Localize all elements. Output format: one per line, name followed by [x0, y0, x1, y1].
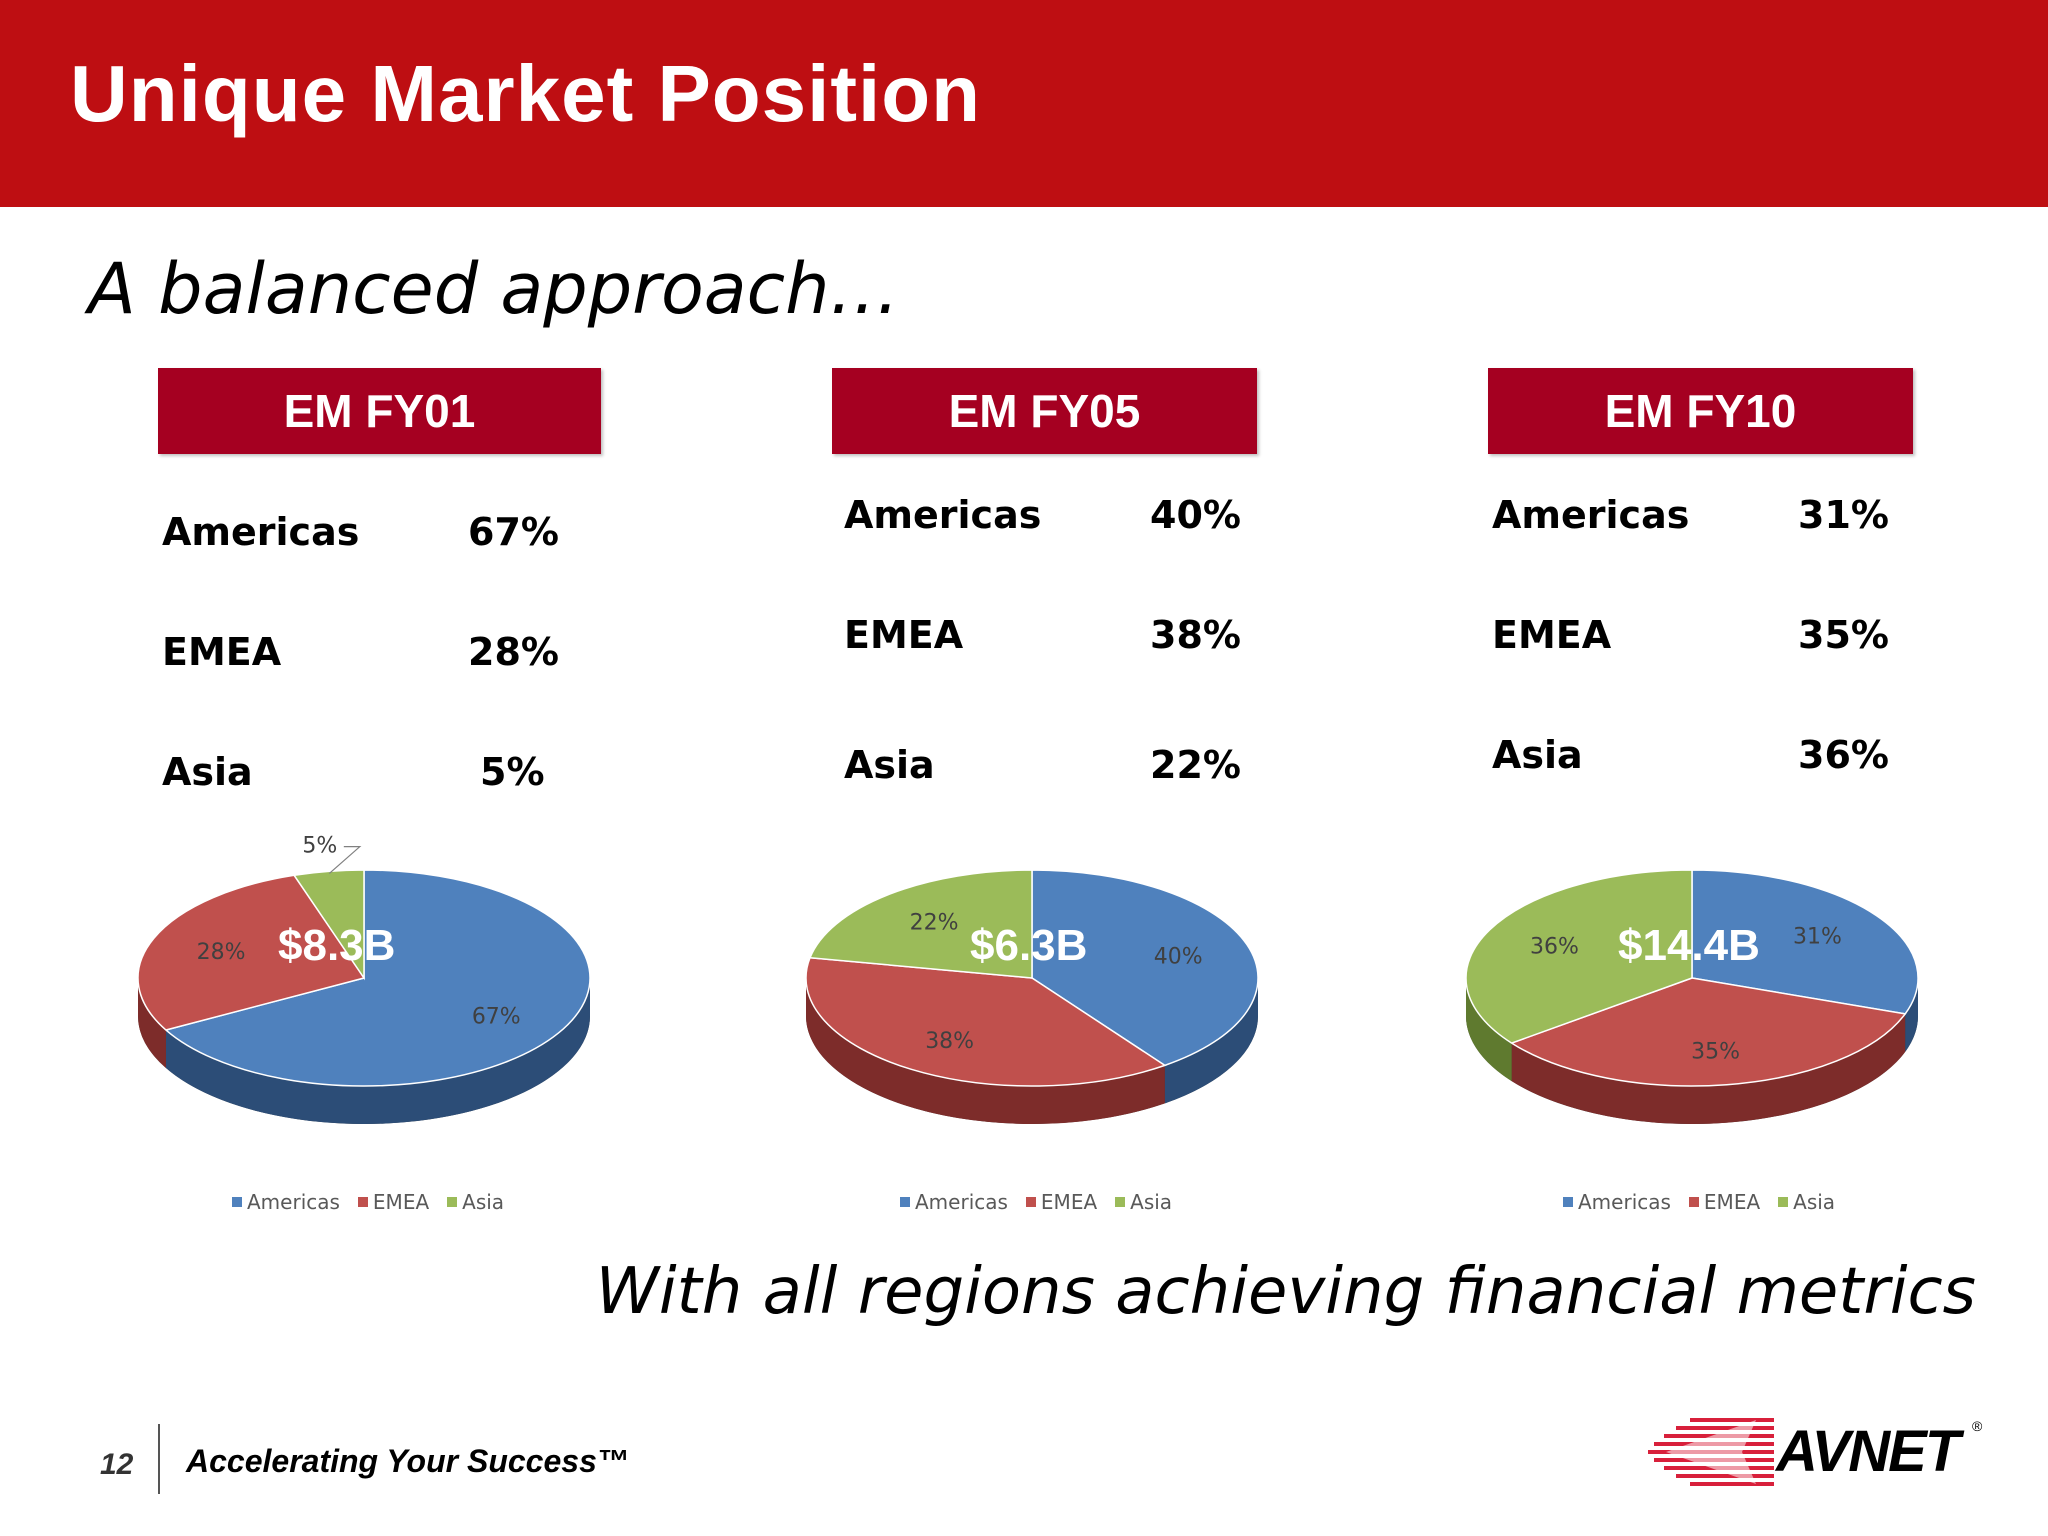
region-pct: 28%	[468, 630, 559, 674]
footer-slogan: Accelerating Your Success™	[186, 1443, 629, 1479]
pie-slice-side	[1164, 978, 1258, 1104]
logo-registered-icon: ®	[1972, 1418, 1983, 1434]
pie-slice-americas	[1691, 869, 1919, 1015]
avnet-logo: AVNET ®	[1646, 1414, 1986, 1494]
logo-text: AVNET	[1776, 1419, 1960, 1484]
legend-label: Asia	[1130, 1190, 1173, 1214]
legend-item-asia: Asia	[1115, 1190, 1172, 1214]
region-name: Americas	[844, 493, 1042, 537]
pie-slice-americas	[164, 869, 591, 1087]
legend-swatch	[900, 1197, 910, 1207]
pie-slice-side	[165, 978, 590, 1125]
pie-slice-side	[1466, 978, 1512, 1082]
legend-item-emea: EMEA	[1688, 1190, 1761, 1214]
pie-slice-side	[138, 978, 166, 1069]
pie-slice-emea	[805, 956, 1167, 1087]
region-pct: 5%	[480, 750, 545, 794]
legend-label: Asia	[462, 1190, 505, 1214]
slide-title: Unique Market Position	[70, 49, 981, 138]
region-pct: 36%	[1798, 733, 1889, 777]
panel-fy01: EM FY01 Americas 67% EMEA 28% Asia 5%	[158, 368, 718, 1248]
pie-data-label: 38%	[925, 1029, 974, 1054]
region-pct: 67%	[468, 510, 559, 554]
pie-data-label: 36%	[1530, 934, 1579, 959]
tagline: With all regions achieving financial met…	[595, 1255, 1976, 1329]
chart-legend: Americas EMEA Asia	[900, 1190, 1172, 1214]
slide-subtitle: A balanced approach…	[88, 248, 900, 330]
region-pct: 38%	[1150, 613, 1241, 657]
legend-swatch	[232, 1197, 242, 1207]
pie-slice-emea	[1509, 977, 1907, 1087]
region-name: EMEA	[1492, 613, 1612, 657]
legend-label: Americas	[1578, 1190, 1671, 1214]
region-name: Americas	[162, 510, 360, 554]
pie-slice-emea	[137, 874, 366, 1031]
logo-mark-icon	[1648, 1418, 1774, 1486]
pie-data-label: 40%	[1154, 944, 1203, 969]
pie-data-label: 35%	[1691, 1040, 1740, 1065]
region-name: Americas	[1492, 493, 1690, 537]
legend-item-asia: Asia	[1778, 1190, 1835, 1214]
chart-legend: Americas EMEA Asia	[1563, 1190, 1835, 1214]
region-pct: 31%	[1798, 493, 1889, 537]
pie-chart: 67% 28% 5% $8.3B	[137, 834, 591, 1125]
legend-swatch	[1688, 1197, 1699, 1207]
region-name: EMEA	[844, 613, 964, 657]
pie-leader-line	[328, 846, 362, 874]
legend-swatch	[357, 1197, 368, 1207]
panel-header: EM FY10	[1488, 368, 1913, 454]
pie-data-label: 67%	[472, 1004, 521, 1029]
pie-data-label: 22%	[910, 910, 959, 935]
region-pct: 22%	[1150, 743, 1241, 787]
legend-item-asia: Asia	[447, 1190, 504, 1214]
pie-data-label: 31%	[1793, 925, 1842, 950]
legend-swatch	[1778, 1197, 1789, 1207]
panel-header: EM FY01	[158, 368, 601, 454]
legend-item-americas: Americas	[900, 1190, 1008, 1214]
footer-divider	[158, 1424, 160, 1494]
pie-slice-asia	[1465, 869, 1693, 1044]
pie-slice-side	[1511, 1013, 1906, 1124]
region-pct: 40%	[1150, 493, 1241, 537]
legend-item-americas: Americas	[232, 1190, 340, 1214]
pie-data-label: 5%	[302, 834, 337, 859]
pie-slice-side	[806, 978, 1165, 1124]
legend-label: EMEA	[372, 1190, 430, 1214]
pie-total-label: $6.3B	[970, 921, 1087, 970]
legend-label: Asia	[1793, 1190, 1836, 1214]
region-name: Asia	[1492, 733, 1583, 777]
region-name: Asia	[162, 750, 253, 794]
legend-item-americas: Americas	[1563, 1190, 1671, 1214]
legend-item-emea: EMEA	[1025, 1190, 1098, 1214]
legend-label: EMEA	[1703, 1190, 1761, 1214]
panel-header: EM FY05	[832, 368, 1257, 454]
chart-legend: Americas EMEA Asia	[232, 1190, 504, 1214]
pie-data-label: 28%	[197, 940, 246, 965]
pie-total-label: $14.4B	[1618, 921, 1760, 970]
legend-swatch	[447, 1197, 458, 1207]
legend-swatch	[1025, 1197, 1036, 1207]
legend-item-emea: EMEA	[357, 1190, 430, 1214]
region-pct: 35%	[1798, 613, 1889, 657]
panel-fy10: EM FY10 Americas 31% EMEA 35% Asia 36%	[1488, 368, 2048, 1248]
title-bar: Unique Market Position	[0, 0, 2048, 207]
pie-slice-americas	[1031, 869, 1259, 1067]
legend-label: Americas	[247, 1190, 340, 1214]
region-name: Asia	[844, 743, 935, 787]
pie-chart: 40% 38% 22% $6.3B	[805, 869, 1259, 1124]
legend-label: Americas	[915, 1190, 1008, 1214]
legend-swatch	[1563, 1197, 1573, 1207]
panel-fy05: EM FY05 Americas 40% EMEA 38% Asia 22%	[832, 368, 1392, 1248]
pie-chart: 31% 35% 36% $14.4B	[1465, 869, 1919, 1124]
legend-label: EMEA	[1040, 1190, 1098, 1214]
page-number: 12	[100, 1448, 134, 1481]
pie-total-label: $8.3B	[278, 921, 395, 970]
region-name: EMEA	[162, 630, 282, 674]
legend-swatch	[1115, 1197, 1126, 1207]
pie-slice-asia	[808, 869, 1033, 979]
pie-slice-asia	[292, 869, 365, 981]
